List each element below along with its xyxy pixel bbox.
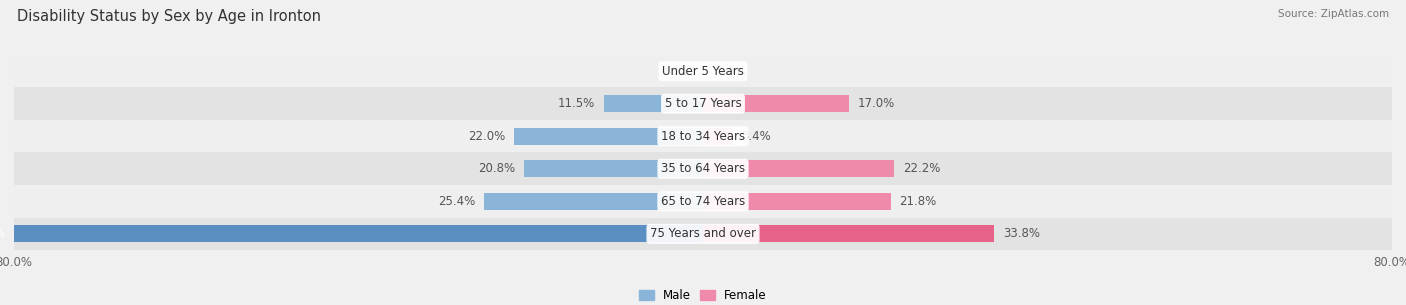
Text: Source: ZipAtlas.com: Source: ZipAtlas.com <box>1278 9 1389 19</box>
Text: 22.0%: 22.0% <box>468 130 505 143</box>
Bar <box>14 217 1392 250</box>
Text: 65 to 74 Years: 65 to 74 Years <box>661 195 745 208</box>
Legend: Male, Female: Male, Female <box>634 284 772 305</box>
Text: 18 to 34 Years: 18 to 34 Years <box>661 130 745 143</box>
Bar <box>484 193 703 210</box>
Bar <box>703 225 994 242</box>
Text: 75 Years and over: 75 Years and over <box>650 227 756 240</box>
Bar <box>703 160 894 177</box>
Bar <box>14 185 1392 217</box>
Text: 0.0%: 0.0% <box>716 65 745 78</box>
Text: 25.4%: 25.4% <box>439 195 475 208</box>
Text: 17.0%: 17.0% <box>858 97 896 110</box>
Bar <box>513 128 703 145</box>
Text: 5 to 17 Years: 5 to 17 Years <box>665 97 741 110</box>
Bar <box>605 95 703 112</box>
Bar <box>14 152 1392 185</box>
Text: 22.2%: 22.2% <box>903 162 941 175</box>
Text: 35 to 64 Years: 35 to 64 Years <box>661 162 745 175</box>
Bar <box>14 55 1392 88</box>
Text: Under 5 Years: Under 5 Years <box>662 65 744 78</box>
Bar <box>703 193 891 210</box>
Text: Disability Status by Sex by Age in Ironton: Disability Status by Sex by Age in Iront… <box>17 9 321 24</box>
Text: 33.8%: 33.8% <box>1002 227 1039 240</box>
Bar <box>14 120 1392 152</box>
Text: 3.4%: 3.4% <box>741 130 770 143</box>
Bar <box>703 128 733 145</box>
Text: 80.0%: 80.0% <box>0 227 6 240</box>
Text: 0.0%: 0.0% <box>661 65 690 78</box>
Bar <box>703 95 849 112</box>
Text: 21.8%: 21.8% <box>900 195 936 208</box>
Text: 11.5%: 11.5% <box>558 97 595 110</box>
Bar <box>14 225 703 242</box>
Bar <box>524 160 703 177</box>
Bar <box>14 88 1392 120</box>
Text: 20.8%: 20.8% <box>478 162 515 175</box>
